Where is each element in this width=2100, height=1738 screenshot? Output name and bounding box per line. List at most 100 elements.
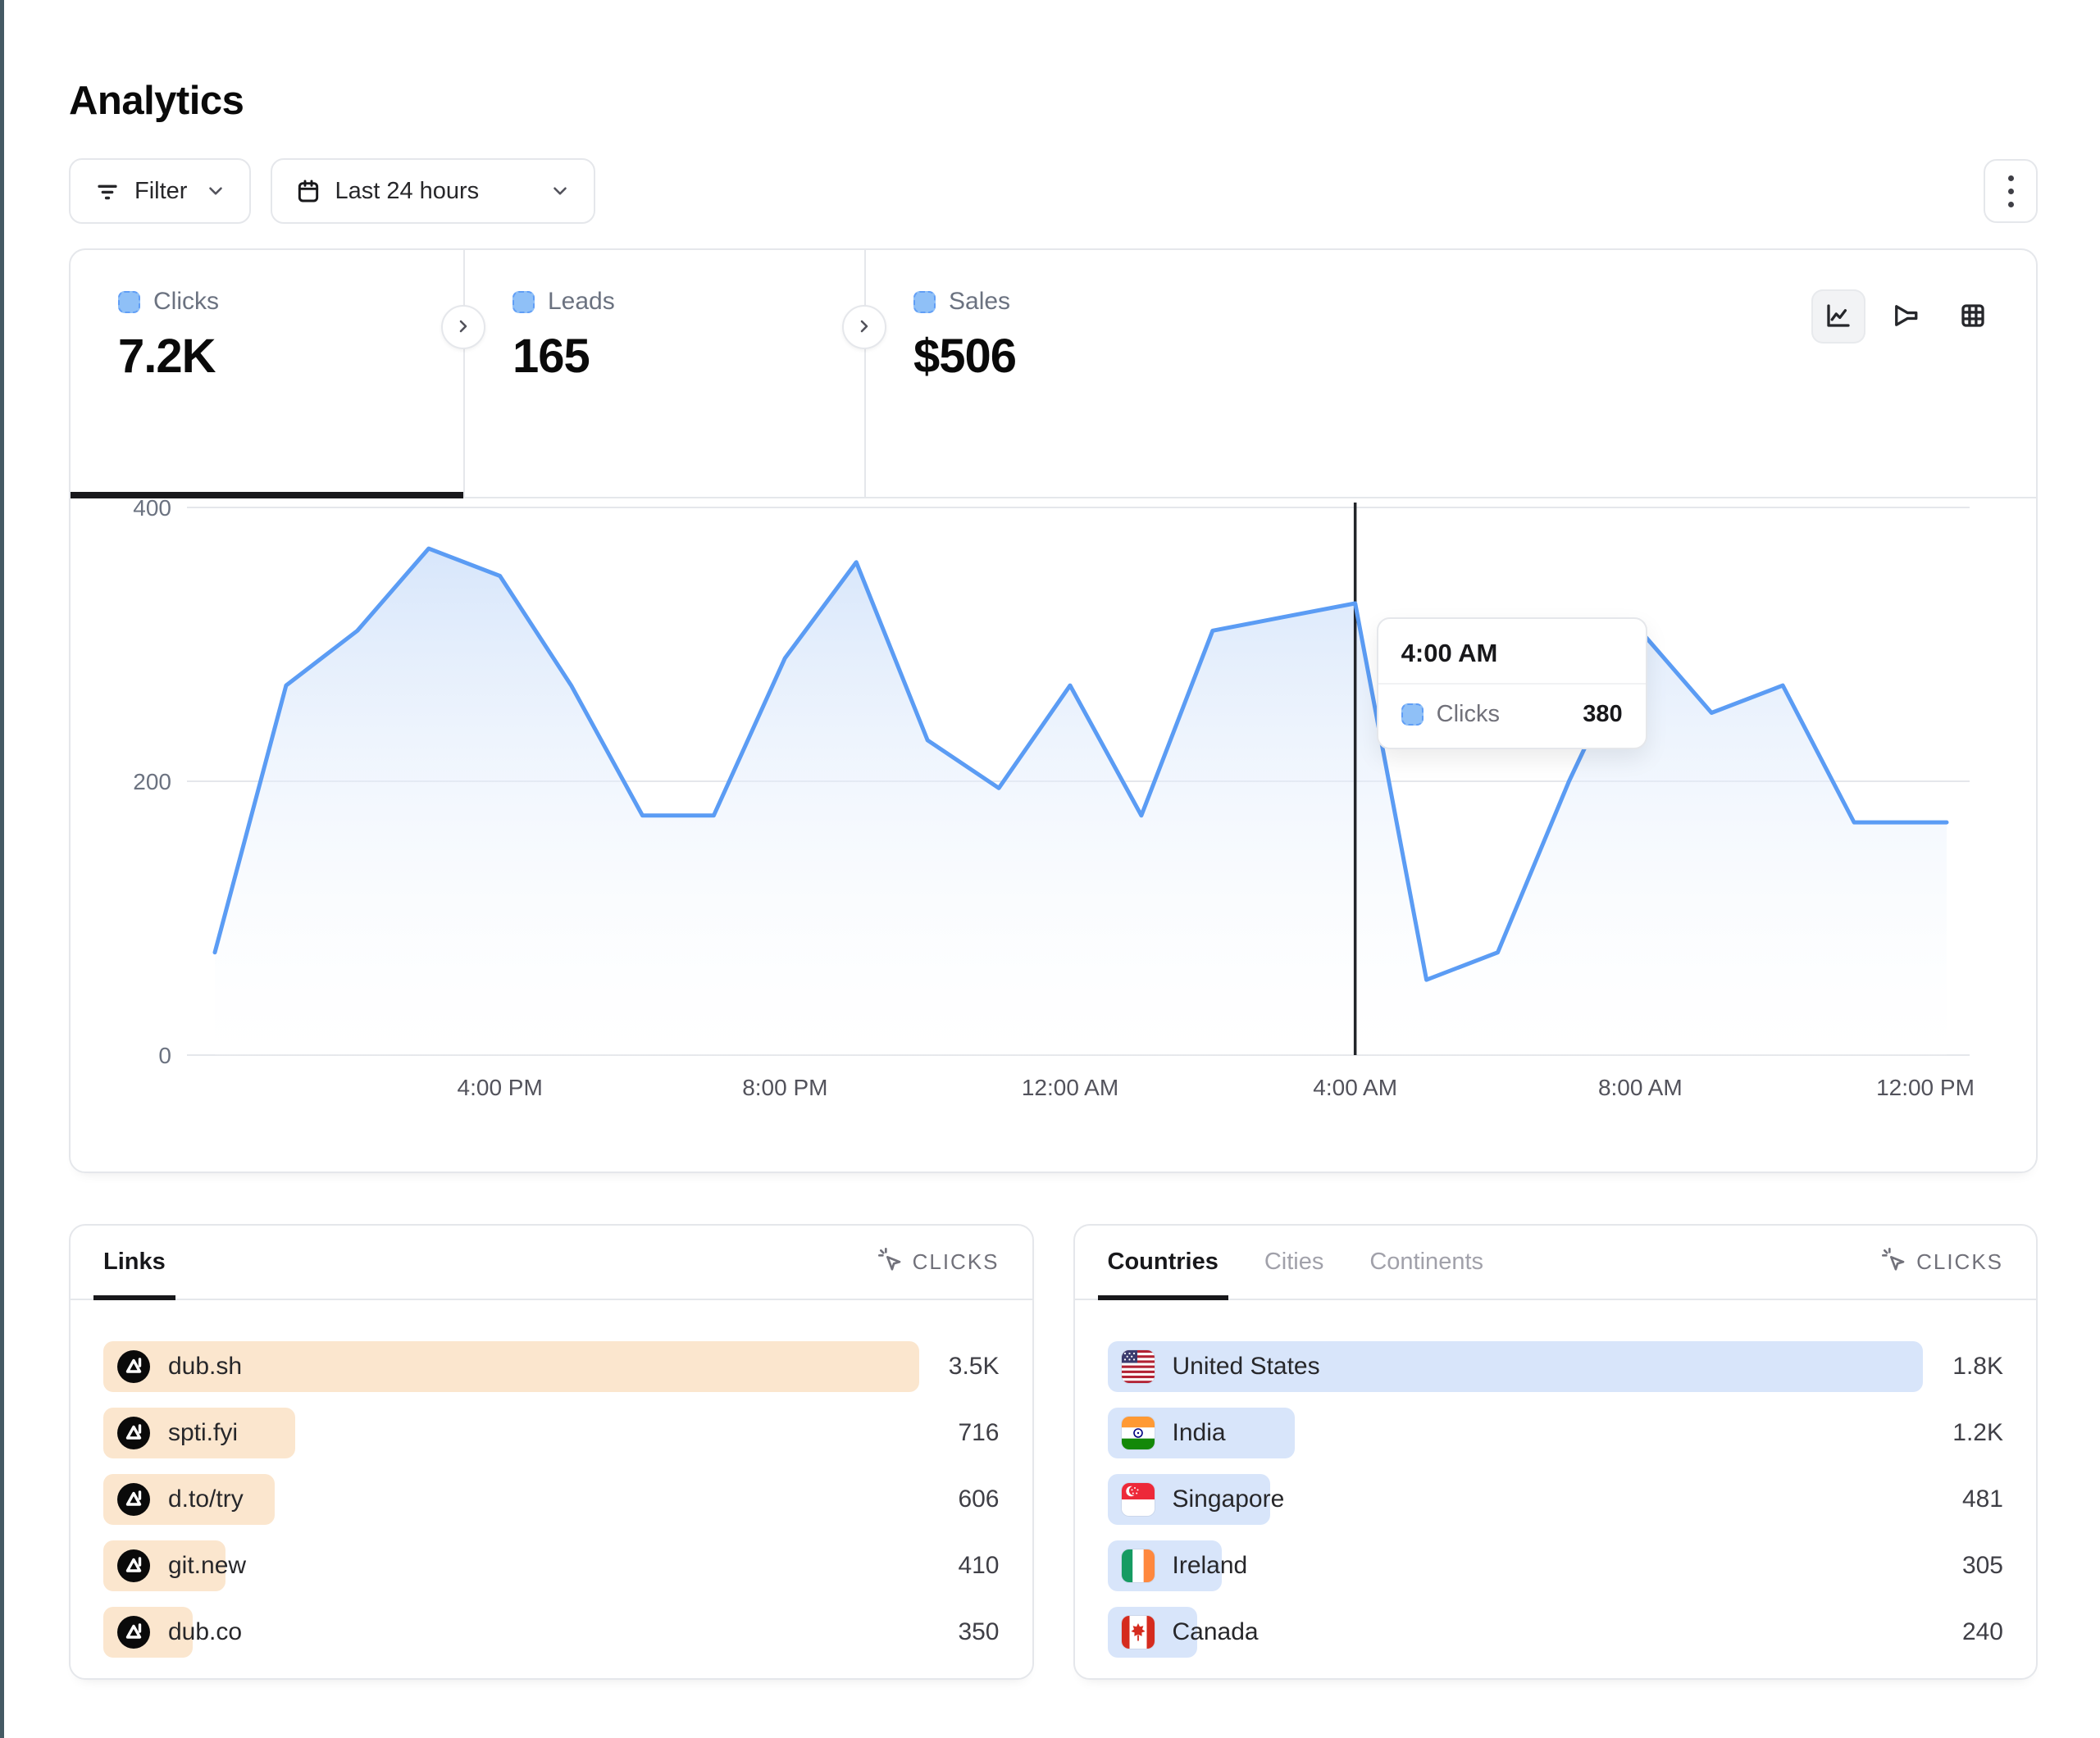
chart-canvas: 0 200 400 4:00 PM 8:00 PM 12:00 AM 4:00 AM 8:00… xyxy=(133,498,1975,1100)
geo-metric-selector[interactable]: CLICKS xyxy=(1880,1246,2003,1278)
dub-logo-icon xyxy=(117,1483,150,1516)
clicks-series-line xyxy=(212,546,1949,982)
us-flag-icon xyxy=(1121,1350,1155,1383)
row-value: 606 xyxy=(958,1485,1000,1513)
country-row[interactable]: Singapore 481 xyxy=(1107,1474,2003,1525)
row-value: 410 xyxy=(958,1552,1000,1579)
sales-legend-swatch xyxy=(913,290,936,313)
tab-links[interactable]: Links xyxy=(93,1226,175,1300)
y-axis-tick: 0 xyxy=(158,1043,171,1068)
chevron-right-icon xyxy=(854,316,874,339)
kebab-vertical-icon xyxy=(2007,175,2014,181)
expand-clicks-button[interactable] xyxy=(441,305,485,349)
clicks-area-chart[interactable]: 0 200 400 4:00 PM 8:00 PM 12:00 AM 4:00 AM 8:00… xyxy=(71,498,2036,1172)
tooltip-value: 380 xyxy=(1583,701,1623,727)
links-metric-selector[interactable]: CLICKS xyxy=(877,1246,1000,1278)
link-row[interactable]: dub.co 350 xyxy=(103,1607,1000,1658)
value-bar xyxy=(1107,1341,1923,1392)
filter-lines-icon xyxy=(93,177,121,205)
filter-button-label: Filter xyxy=(134,177,188,204)
dub-logo-icon xyxy=(117,1417,150,1449)
dub-logo-icon xyxy=(117,1549,150,1582)
dub-logo-icon xyxy=(117,1483,150,1516)
tab-continents[interactable]: Continents xyxy=(1369,1249,1484,1275)
tab-cities[interactable]: Cities xyxy=(1264,1249,1324,1275)
geo-panel: Countries Cities Continents CLICKS xyxy=(1073,1224,2038,1680)
chevron-down-icon xyxy=(205,180,226,202)
bar-track xyxy=(1107,1341,1923,1392)
value-bar xyxy=(103,1341,919,1392)
stat-value: $506 xyxy=(913,330,1017,383)
link-row[interactable]: d.to/try 606 xyxy=(103,1474,1000,1525)
line-chart-view-button[interactable] xyxy=(1811,289,1865,344)
link-row[interactable]: spti.fyi 716 xyxy=(103,1408,1000,1458)
country-row[interactable]: United States 1.8K xyxy=(1107,1341,2003,1392)
tooltip-series-swatch xyxy=(1401,703,1424,726)
country-row[interactable]: Canada 240 xyxy=(1107,1607,2003,1658)
stat-tab-sales[interactable]: Sales $506 xyxy=(864,250,2036,497)
chart-tooltip: 4:00 AM Clicks 380 xyxy=(1376,617,1647,749)
stats-row: Clicks 7.2K Leads 165 Sales $506 xyxy=(71,250,2036,498)
row-label: United States xyxy=(1172,1353,1320,1380)
funnel-icon xyxy=(1891,301,1920,333)
cursor-click-icon xyxy=(1880,1246,1906,1278)
country-row[interactable]: Ireland 305 xyxy=(1107,1540,2003,1591)
x-axis-tick: 4:00 AM xyxy=(1313,1075,1397,1100)
tooltip-series-label: Clicks xyxy=(1436,701,1500,727)
countries-list: United States 1.8K India 1.2K Singapore 481… xyxy=(1075,1300,2037,1658)
area-fill xyxy=(215,548,1947,1055)
in-flag-icon xyxy=(1121,1417,1155,1449)
stat-value: 165 xyxy=(512,330,590,383)
active-tab-indicator xyxy=(71,492,463,498)
row-value: 350 xyxy=(958,1618,1000,1645)
tooltip-time: 4:00 AM xyxy=(1378,619,1646,685)
line-chart-icon xyxy=(1824,301,1853,333)
chevron-right-icon xyxy=(453,316,473,339)
links-panel: Links CLICKS dub.sh 3.5K spti.fyi 716 d.to… xyxy=(69,1224,1034,1680)
stat-tab-leads[interactable]: Leads 165 xyxy=(463,250,864,497)
link-row[interactable]: dub.sh 3.5K xyxy=(103,1341,1000,1392)
row-value: 3.5K xyxy=(948,1353,1000,1380)
clicks-legend-swatch xyxy=(118,290,140,313)
dub-logo-icon xyxy=(117,1350,150,1383)
links-metric-label: CLICKS xyxy=(912,1249,1000,1274)
expand-leads-button[interactable] xyxy=(842,305,886,349)
bar-track xyxy=(103,1341,919,1392)
table-view-button[interactable] xyxy=(1946,289,2000,344)
dub-logo-icon xyxy=(117,1616,150,1649)
page-title: Analytics xyxy=(69,79,244,123)
y-axis-tick: 400 xyxy=(133,498,171,521)
funnel-view-button[interactable] xyxy=(1879,289,1933,344)
analytics-page: Analytics Filter Last 24 hours xyxy=(4,0,2100,1680)
stat-tab-clicks[interactable]: Clicks 7.2K xyxy=(71,250,463,497)
link-row[interactable]: git.new 410 xyxy=(103,1540,1000,1591)
row-value: 1.2K xyxy=(1952,1419,2003,1446)
x-axis-tick: 12:00 PM xyxy=(1876,1075,1975,1100)
row-label: git.new xyxy=(168,1552,247,1579)
ie-flag-icon xyxy=(1121,1549,1155,1582)
chart-view-toggles xyxy=(1811,288,2000,497)
row-value: 1.8K xyxy=(1952,1353,2003,1380)
analytics-card: Clicks 7.2K Leads 165 Sales $506 xyxy=(69,248,2038,1173)
filter-button[interactable]: Filter xyxy=(69,158,252,224)
country-row[interactable]: India 1.2K xyxy=(1107,1408,2003,1458)
row-label: d.to/try xyxy=(168,1485,244,1513)
row-label: India xyxy=(1172,1419,1226,1446)
stat-label: Leads xyxy=(548,288,615,315)
stat-label: Sales xyxy=(949,288,1011,315)
chevron-down-icon xyxy=(549,180,571,202)
date-range-button[interactable]: Last 24 hours xyxy=(271,158,596,224)
row-value: 305 xyxy=(1961,1552,2003,1579)
date-range-label: Last 24 hours xyxy=(335,177,480,204)
stat-label: Clicks xyxy=(153,288,219,315)
table-grid-icon xyxy=(1958,301,1988,333)
sg-flag-icon xyxy=(1121,1483,1155,1516)
links-list: dub.sh 3.5K spti.fyi 716 d.to/try 606 git.n… xyxy=(71,1300,1032,1658)
y-axis-tick: 200 xyxy=(133,769,171,794)
row-label: dub.co xyxy=(168,1618,243,1645)
tab-countries[interactable]: Countries xyxy=(1097,1226,1229,1300)
x-axis-tick: 8:00 AM xyxy=(1598,1075,1683,1100)
stat-value: 7.2K xyxy=(118,330,216,383)
toolbar: Filter Last 24 hours xyxy=(69,158,2038,224)
more-menu-button[interactable] xyxy=(1984,159,2038,223)
